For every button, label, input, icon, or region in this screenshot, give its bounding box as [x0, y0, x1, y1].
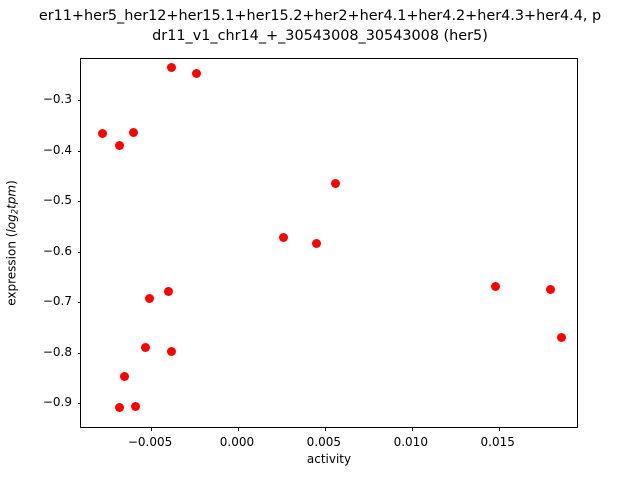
scatter-point — [130, 402, 140, 412]
chart-title: er11+her5_her12+her15.1+her15.2+her2+her… — [0, 6, 640, 46]
y-axis-label-log: log — [4, 214, 19, 233]
scatter-point — [556, 333, 566, 343]
plot-axes — [77, 58, 578, 431]
y-axis-label: expression (log2tpm) — [5, 180, 20, 306]
x-tick-label: 0.000 — [219, 435, 255, 449]
x-tick-mark — [498, 427, 500, 431]
x-tick-label: 0.010 — [393, 435, 428, 449]
y-tick-mark — [77, 302, 81, 304]
x-tick-label: 0.005 — [306, 435, 342, 449]
y-tick-label: −0.4 — [42, 142, 72, 157]
y-tick-label: −0.3 — [42, 92, 72, 107]
y-tick-mark — [77, 201, 81, 203]
scatter-point — [546, 284, 556, 294]
y-tick-label: −0.7 — [42, 294, 72, 309]
scatter-point — [311, 239, 321, 249]
scatter-point — [330, 179, 340, 189]
scatter-plot-area — [81, 59, 577, 427]
y-tick-label: −0.8 — [42, 344, 72, 359]
scatter-point — [141, 343, 151, 353]
y-tick-mark — [77, 352, 81, 354]
scatter-point — [97, 128, 107, 138]
scatter-point — [191, 68, 201, 78]
x-tick-label: 0.015 — [480, 435, 515, 449]
chart-title-line-1: er11+her5_her12+her15.1+her15.2+her2+her… — [38, 8, 602, 24]
y-axis-label-subscript: 2 — [9, 208, 20, 215]
y-tick-mark — [77, 403, 81, 405]
x-tick-mark — [411, 427, 413, 431]
scatter-point — [490, 282, 500, 292]
scatter-point — [129, 127, 139, 137]
scatter-point — [163, 287, 173, 297]
scatter-point — [167, 347, 177, 357]
y-tick-mark — [77, 100, 81, 102]
y-tick-label: −0.9 — [42, 395, 72, 410]
y-tick-label: −0.5 — [42, 193, 72, 208]
x-tick-mark — [151, 427, 153, 431]
scatter-point — [115, 403, 125, 413]
y-axis-label-tpm: tpm — [4, 184, 19, 209]
y-tick-mark — [77, 251, 81, 253]
y-axis-label-suffix: ) — [4, 180, 19, 185]
x-tick-label: −0.005 — [127, 435, 173, 449]
x-tick-mark — [237, 427, 239, 431]
y-axis-label-prefix: expression ( — [4, 232, 19, 306]
scatter-point — [144, 294, 154, 304]
scatter-point — [120, 371, 130, 381]
chart-title-line-2: dr11_v1_chr14_+_30543008_30543008 (her5) — [152, 28, 488, 44]
scatter-point — [115, 140, 125, 150]
y-tick-mark — [77, 150, 81, 152]
x-tick-mark — [324, 427, 326, 431]
scatter-point — [167, 63, 177, 73]
scatter-point — [278, 233, 288, 243]
y-tick-label: −0.6 — [42, 243, 72, 258]
x-axis-label: activity — [306, 452, 352, 466]
